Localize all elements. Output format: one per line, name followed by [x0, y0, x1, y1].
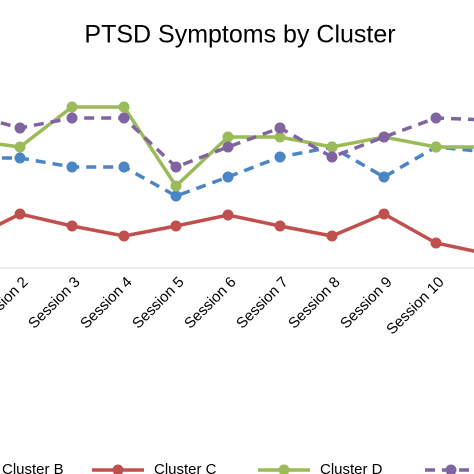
legend-label: Cluster D: [320, 461, 383, 474]
x-tick-label: Session 4: [77, 274, 136, 333]
chart-title: PTSD Symptoms by Cluster: [84, 21, 395, 49]
data-point: [14, 141, 26, 153]
data-point: [326, 151, 338, 163]
data-point: [274, 151, 286, 163]
data-point: [378, 131, 390, 143]
data-point: [66, 220, 78, 232]
data-point: [170, 220, 182, 232]
data-point: [170, 180, 182, 192]
data-point: [222, 131, 234, 143]
data-point: [222, 171, 234, 183]
data-point: [170, 190, 182, 202]
data-point: [430, 112, 442, 124]
data-point: [66, 101, 78, 113]
legend-marker: [112, 464, 124, 474]
legend-label: Cluster C: [154, 461, 217, 474]
x-tick-label: Session 6: [181, 274, 240, 333]
x-tick-label: Session 3: [25, 274, 84, 333]
data-point: [66, 112, 78, 124]
data-point: [14, 152, 26, 164]
legend-marker: [278, 464, 290, 474]
data-point: [430, 237, 442, 249]
data-point: [326, 230, 338, 242]
data-point: [14, 122, 26, 134]
data-point: [170, 161, 182, 173]
data-point: [378, 208, 390, 220]
legend-marker: [445, 464, 457, 474]
data-point: [378, 171, 390, 183]
data-point: [222, 141, 234, 153]
x-tick-label: Session 7: [233, 274, 292, 333]
series-line: [0, 212, 474, 253]
data-point: [222, 209, 234, 221]
data-point: [274, 220, 286, 232]
series-line: [0, 145, 474, 198]
x-tick-label: Session 5: [129, 274, 188, 333]
data-point: [118, 112, 130, 124]
data-point: [118, 161, 130, 173]
data-point: [274, 122, 286, 134]
data-point: [118, 101, 130, 113]
data-point: [274, 131, 286, 143]
data-point: [66, 161, 78, 173]
legend-label: Cluster B: [2, 461, 64, 474]
x-tick-label: Session 8: [285, 274, 344, 333]
data-point: [430, 141, 442, 153]
series-line: [0, 116, 474, 170]
data-point: [326, 141, 338, 153]
data-point: [14, 208, 26, 220]
data-point: [118, 230, 130, 242]
